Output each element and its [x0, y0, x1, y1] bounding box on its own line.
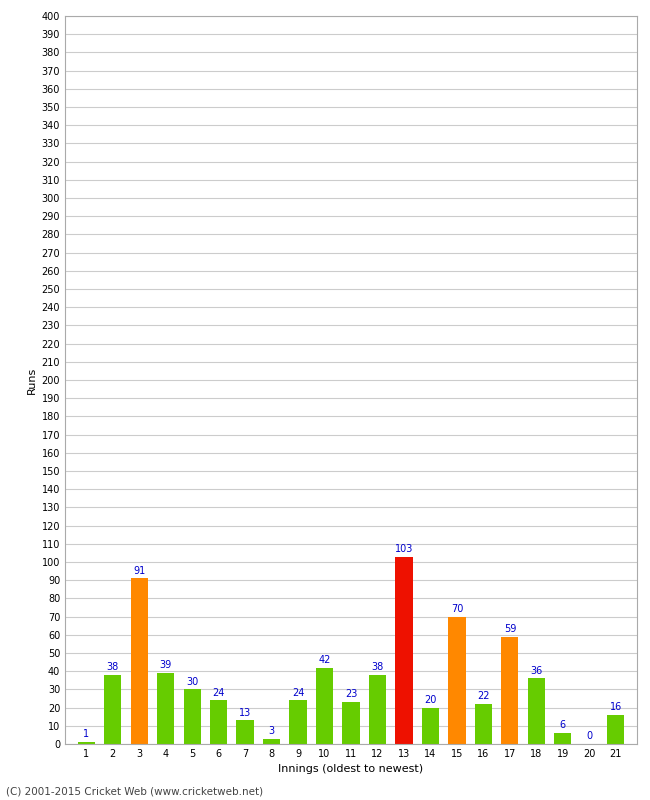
Bar [104, 675, 122, 744]
Text: 22: 22 [477, 691, 489, 702]
Text: 6: 6 [560, 720, 566, 730]
Bar [528, 678, 545, 744]
Text: 38: 38 [371, 662, 384, 672]
Text: 0: 0 [586, 731, 592, 742]
Text: 24: 24 [292, 687, 304, 698]
Text: 38: 38 [107, 662, 119, 672]
Text: (C) 2001-2015 Cricket Web (www.cricketweb.net): (C) 2001-2015 Cricket Web (www.cricketwe… [6, 786, 264, 796]
Bar [607, 715, 625, 744]
Bar [343, 702, 359, 744]
Text: 91: 91 [133, 566, 145, 576]
Text: 23: 23 [344, 690, 358, 699]
Bar [474, 704, 492, 744]
Bar [448, 617, 465, 744]
Bar [237, 720, 254, 744]
Text: 39: 39 [159, 660, 172, 670]
Bar [289, 700, 307, 744]
Text: 42: 42 [318, 655, 331, 665]
Text: 36: 36 [530, 666, 543, 676]
Text: 30: 30 [186, 677, 198, 686]
Bar [157, 673, 174, 744]
Bar [554, 733, 571, 744]
Bar [422, 707, 439, 744]
Bar [131, 578, 148, 744]
Bar [316, 667, 333, 744]
X-axis label: Innings (oldest to newest): Innings (oldest to newest) [278, 765, 424, 774]
Bar [369, 675, 386, 744]
Text: 59: 59 [504, 624, 516, 634]
Bar [501, 637, 519, 744]
Bar [77, 742, 95, 744]
Bar [263, 738, 280, 744]
Text: 103: 103 [395, 544, 413, 554]
Text: 1: 1 [83, 730, 89, 739]
Y-axis label: Runs: Runs [27, 366, 37, 394]
Text: 24: 24 [213, 687, 225, 698]
Text: 16: 16 [610, 702, 622, 712]
Text: 70: 70 [450, 604, 463, 614]
Bar [395, 557, 413, 744]
Text: 3: 3 [268, 726, 274, 736]
Text: 13: 13 [239, 708, 251, 718]
Bar [210, 700, 228, 744]
Text: 20: 20 [424, 695, 437, 705]
Bar [183, 690, 201, 744]
